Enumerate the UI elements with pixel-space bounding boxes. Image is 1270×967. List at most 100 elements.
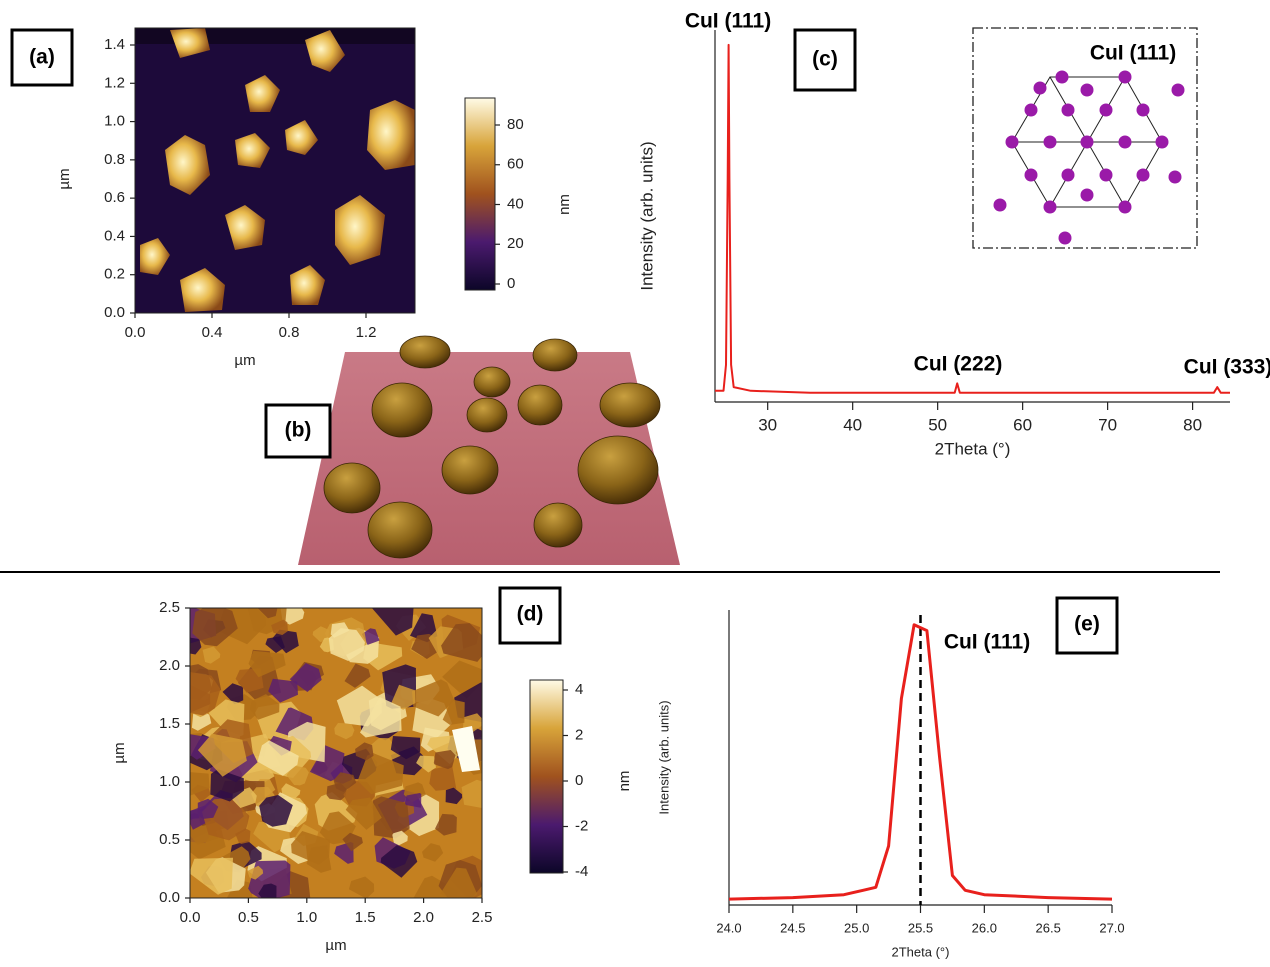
panel-box	[1055, 596, 1119, 655]
y-tick-label: 0.0	[104, 304, 125, 321]
atom	[1080, 188, 1094, 202]
y-tick-label: 0.2	[104, 266, 125, 283]
atom	[1080, 83, 1094, 97]
grain	[361, 628, 380, 645]
grain	[247, 865, 264, 880]
y-tick-label: 0.4	[104, 227, 125, 244]
grain	[190, 772, 210, 796]
x-tick-label: 25.0	[844, 920, 869, 935]
panel-label: (c)	[812, 48, 838, 71]
peak-label: CuI (333)	[1184, 356, 1270, 379]
atom	[1005, 135, 1019, 149]
colorbar-tick-label: -2	[575, 817, 588, 834]
x-tick-label: 0.8	[279, 324, 300, 341]
peak-label: CuI (111)	[944, 631, 1030, 654]
x-tick-label: 30	[758, 415, 777, 434]
y-tick-label: 2.0	[159, 657, 180, 674]
grain	[191, 710, 212, 731]
grain	[197, 733, 247, 777]
grain	[442, 699, 465, 725]
panel-box	[793, 28, 857, 92]
x-tick-label: 1.2	[356, 324, 377, 341]
grain	[372, 796, 410, 839]
colorbar-tick-label: 80	[507, 116, 524, 133]
x-tick-label: 0.5	[238, 909, 259, 926]
grain	[249, 694, 280, 720]
inset-label: CuI (111)	[1090, 42, 1176, 65]
atom	[1099, 103, 1113, 117]
y-axis-label: µm	[111, 742, 128, 763]
x-tick-label: 2.5	[472, 909, 493, 926]
grain	[357, 753, 404, 795]
y-axis-label: µm	[56, 168, 73, 189]
x-tick-label: 24.5	[780, 920, 805, 935]
y-tick-label: 0.0	[159, 889, 180, 906]
panel-label: (b)	[285, 419, 312, 442]
peak-label: CuI (222)	[914, 353, 1003, 376]
colorbar-tick-label: 4	[575, 681, 583, 698]
y-tick-label: 1.4	[104, 36, 125, 53]
grain	[344, 663, 371, 688]
panel-label: (d)	[517, 603, 544, 626]
x-tick-label: 80	[1183, 415, 1202, 434]
x-tick-label: 0.4	[202, 324, 223, 341]
grain	[190, 857, 233, 895]
grain	[257, 740, 299, 776]
afm-3d-b	[298, 335, 680, 565]
y-tick-label: 2.5	[159, 599, 180, 616]
x-tick-label: 70	[1098, 415, 1117, 434]
y-tick-label: 1.0	[104, 113, 125, 130]
colorbar-label: nm	[556, 194, 573, 215]
grain	[445, 787, 463, 805]
grain	[333, 772, 357, 792]
grain	[257, 608, 278, 619]
grain	[461, 779, 482, 809]
grain	[345, 797, 382, 830]
colorbar-tick-label: 40	[507, 195, 524, 212]
x-tick-label: 50	[928, 415, 947, 434]
grain	[258, 883, 277, 898]
grain	[440, 867, 478, 898]
y-tick-label: 0.8	[104, 151, 125, 168]
x-axis-label: 2Theta (°)	[935, 439, 1011, 458]
grain	[390, 736, 421, 760]
x-tick-label: 24.0	[716, 920, 741, 935]
grain	[348, 876, 375, 898]
data-line	[728, 623, 1113, 901]
y-tick-label: 1.2	[104, 74, 125, 91]
grain	[280, 608, 305, 625]
grain	[371, 608, 414, 636]
grain	[268, 678, 298, 703]
x-tick-label: 27.0	[1099, 920, 1124, 935]
grain	[265, 636, 285, 653]
atom	[1061, 103, 1075, 117]
grain	[259, 795, 293, 827]
atom	[1136, 168, 1150, 182]
grain	[248, 650, 286, 678]
grain	[429, 765, 457, 791]
colorbar-tick-label: 0	[575, 772, 583, 789]
crystal-inset	[972, 27, 1198, 249]
grain	[416, 755, 436, 773]
x-tick-label: 1.5	[355, 909, 376, 926]
x-tick-label: 26.5	[1036, 920, 1061, 935]
atom	[1118, 200, 1132, 214]
x-tick-label: 26.0	[972, 920, 997, 935]
atom	[1136, 103, 1150, 117]
atom	[1099, 168, 1113, 182]
grain	[190, 637, 202, 655]
x-axis-label: µm	[234, 352, 255, 369]
atom	[1155, 135, 1169, 149]
grain	[309, 745, 345, 782]
atom	[1118, 70, 1132, 84]
panel-label: (a)	[29, 46, 55, 69]
colorbar-tick-label: 0	[507, 275, 515, 292]
atom	[1024, 168, 1038, 182]
x-tick-label: 40	[843, 415, 862, 434]
panel-box	[498, 586, 562, 645]
x-tick-label: 2.0	[413, 909, 434, 926]
x-tick-label: 25.5	[908, 920, 933, 935]
y-tick-label: 1.0	[159, 773, 180, 790]
grain	[210, 769, 244, 802]
